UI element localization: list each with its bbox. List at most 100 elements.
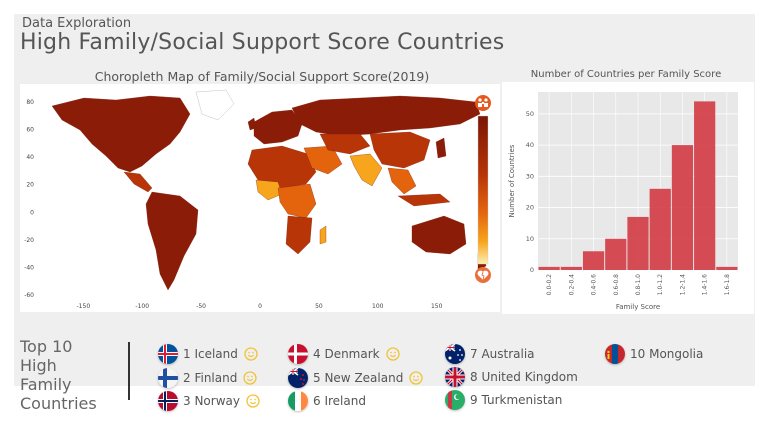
country-label: 6 Ireland: [313, 394, 366, 408]
map-y-tick-label: 60: [26, 127, 34, 134]
country-entry-ireland: 6 Ireland: [288, 390, 366, 412]
denmark-flag-icon: [288, 344, 308, 364]
smiley-icon: [244, 347, 258, 361]
southeast-asia-region: [387, 167, 417, 195]
australia-flag-icon: [445, 344, 465, 364]
iceland-flag-icon: [158, 344, 178, 364]
country-label: 5 New Zealand: [313, 371, 404, 385]
country-entry-iceland: 1 Iceland: [158, 343, 258, 365]
y-tick-label: 10: [526, 235, 534, 243]
histogram-bar: [716, 266, 738, 270]
africa-south-region: [285, 215, 313, 255]
histogram-bar: [605, 238, 627, 270]
smiley-icon: [409, 371, 423, 385]
mongolia-flag-icon: [605, 344, 625, 364]
japan-region: [435, 137, 447, 159]
united-kingdom-flag-icon: [445, 367, 465, 387]
africa-north-region: [247, 145, 317, 189]
smiley-icon: [243, 371, 257, 385]
legend-divider: [128, 342, 130, 400]
map-y-tick-label: -40: [24, 264, 34, 271]
smiley-icon: [385, 347, 400, 361]
broken-heart-icon: [475, 267, 491, 283]
new-zealand-flag-icon: [288, 368, 308, 388]
north-america-region: [51, 95, 191, 173]
y-tick-label: 20: [526, 204, 534, 212]
histogram-bar: [560, 266, 582, 270]
map-canvas: -150 -100 -50 0 50 100 150 80 60 40 20 0 -20 -40 -60: [24, 89, 491, 310]
map-x-tick-label: 150: [431, 303, 443, 310]
map-x-tick-label: -100: [135, 303, 149, 310]
south-america-region: [145, 191, 199, 291]
uk-region: [247, 117, 257, 131]
map-land: [51, 89, 487, 291]
central-america-region: [123, 171, 153, 193]
norway-flag-icon: [158, 391, 178, 411]
smiley-icon: [246, 394, 260, 408]
y-axis-label: Number of Countries: [508, 144, 516, 217]
map-x-tick-label: 50: [315, 303, 323, 310]
central-asia-region: [319, 133, 371, 155]
map-y-tick-label: 0: [30, 209, 34, 216]
heading-line: High: [20, 356, 57, 375]
country-entry-finland: 2 Finland: [158, 367, 257, 389]
turkmenistan-flag-icon: [445, 390, 465, 410]
histogram-bar: [627, 216, 649, 270]
map-x-tick-label: 0: [258, 303, 262, 310]
finland-flag-icon: [158, 368, 178, 388]
map-y-tick-label: -20: [24, 237, 34, 244]
x-tick-label: 1.2-1.4: [679, 274, 686, 295]
africa-central-region: [277, 183, 317, 219]
y-tick-label: 50: [526, 110, 534, 118]
histogram-title: Number of Countries per Family Score: [530, 69, 722, 80]
country-entry-denmark: 4 Denmark: [288, 343, 400, 365]
country-label: 9 Turkmenistan: [470, 393, 563, 407]
europe-region: [253, 109, 303, 145]
x-tick-label: 1.4-1.6: [702, 274, 709, 295]
country-label: 10 Mongolia: [630, 347, 704, 361]
color-scale-bar: [477, 115, 489, 265]
country-entry-norway: 3 Norway: [158, 390, 260, 412]
x-tick-label: 1.0-1.2: [657, 274, 664, 295]
family-icon: [475, 95, 491, 111]
map-y-tick-label: 80: [26, 99, 34, 106]
y-tick-label: 30: [526, 172, 534, 180]
country-entry-new-zealand: 5 New Zealand: [288, 367, 423, 389]
histogram-canvas: 0 10 20 30 40 50 0.0-0.2 0.2-0.4 0.4-0.6 0.6-0.8 0…: [508, 92, 738, 311]
map-y-tick-label: 40: [26, 154, 34, 161]
x-tick-label: 0.0-0.2: [546, 274, 553, 295]
china-region: [369, 131, 431, 169]
histogram-bar: [538, 266, 560, 270]
country-entry-mongolia: 10 Mongolia: [605, 343, 703, 365]
top-10-heading: Top 10 High Family Countries: [20, 337, 120, 413]
madagascar-region: [319, 225, 327, 245]
country-label: 2 Finland: [183, 371, 238, 385]
india-region: [349, 153, 383, 187]
x-tick-label: 0.6-0.8: [613, 274, 620, 295]
histogram-bar: [694, 101, 716, 270]
x-tick-label: 0.8-1.0: [635, 274, 642, 295]
heading-line: Family: [20, 375, 72, 394]
page-title: High Family/Social Support Score Countri…: [20, 30, 505, 55]
x-tick-label: 0.2-0.4: [568, 274, 575, 295]
map-x-tick-label: -150: [77, 303, 91, 310]
russia-region: [291, 95, 481, 137]
heading-line: Countries: [20, 394, 97, 413]
y-tick-label: 0: [530, 266, 534, 274]
choropleth-map[interactable]: -150 -100 -50 0 50 100 150 80 60 40 20 0 -20 -40 -60: [20, 84, 500, 312]
country-entry-turkmenistan: 9 Turkmenistan: [445, 389, 562, 411]
heading-line: Top 10: [20, 337, 73, 356]
country-label: 8 United Kingdom: [470, 370, 578, 384]
country-entry-united-kingdom: 8 United Kingdom: [445, 366, 578, 388]
y-tick-label: 40: [526, 141, 534, 149]
section-kicker: Data Exploration: [22, 16, 132, 31]
histogram-chart: 0 10 20 30 40 50 0.0-0.2 0.2-0.4 0.4-0.6 0.6-0.8 0…: [502, 82, 754, 314]
x-tick-label: 0.4-0.6: [591, 274, 598, 295]
map-x-tick-label: 100: [372, 303, 384, 310]
country-label: 7 Australia: [470, 347, 535, 361]
map-y-tick-label: -60: [24, 292, 34, 299]
map-axes: -150 -100 -50 0 50 100 150 80 60 40 20 0 -20 -40 -60: [24, 99, 442, 310]
histogram-bar: [671, 145, 694, 270]
australia-region: [411, 215, 467, 255]
country-label: 1 Iceland: [183, 347, 238, 361]
